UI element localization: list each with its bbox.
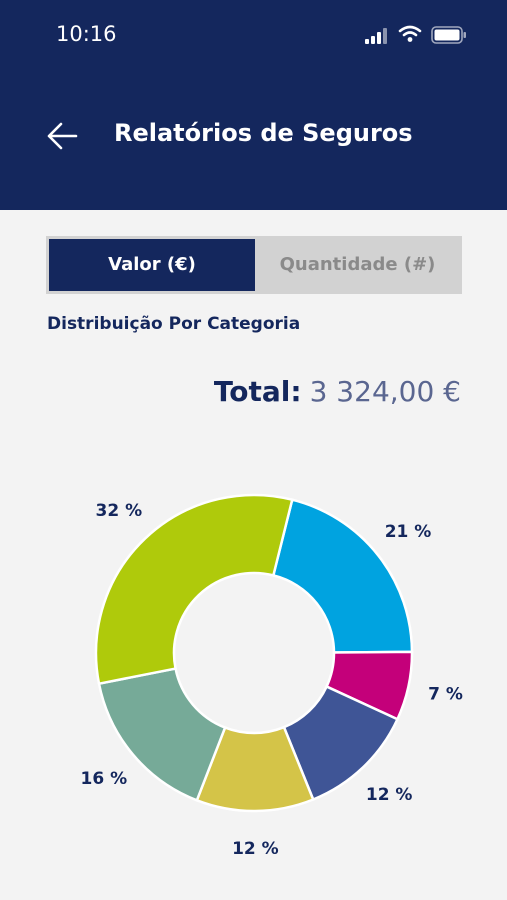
- back-button[interactable]: [38, 112, 86, 160]
- slice-percent-label: 16 %: [81, 769, 128, 789]
- toggle-quantity-option[interactable]: Quantidade (#): [279, 254, 436, 275]
- slice-percent-label: 32 %: [96, 501, 143, 521]
- page-title: Relatórios de Seguros: [114, 119, 413, 147]
- slice-percent-label: 7 %: [428, 684, 463, 704]
- app-header: 10:16 Relatórios de Seguros: [0, 0, 507, 210]
- wifi-icon: [398, 25, 422, 42]
- battery-icon: [431, 26, 466, 44]
- total-summary: Total: 3 324,00 €: [214, 375, 461, 408]
- total-label: Total:: [213, 375, 302, 408]
- donut-slice: [97, 667, 227, 802]
- category-donut-chart: 21 % 7 % 12 % 12 % 16 % 32 %: [81, 493, 463, 859]
- slice-percent-label: 12 %: [232, 839, 279, 859]
- total-value: 3 324,00 €: [309, 375, 461, 408]
- status-icons: [365, 24, 475, 46]
- status-time: 10:16: [56, 22, 117, 46]
- signal-icon: [365, 28, 387, 44]
- donut-slice: [94, 493, 294, 686]
- slice-percent-label: 21 %: [385, 522, 432, 542]
- section-title: Distribuição Por Categoria: [47, 314, 301, 334]
- value-quantity-toggle: Valor (€) Quantidade (#): [46, 236, 462, 294]
- toggle-value-option[interactable]: Valor (€): [49, 239, 255, 291]
- back-arrow-icon: [47, 122, 78, 150]
- donut-slice: [271, 498, 414, 654]
- slice-percent-label: 12 %: [366, 785, 413, 805]
